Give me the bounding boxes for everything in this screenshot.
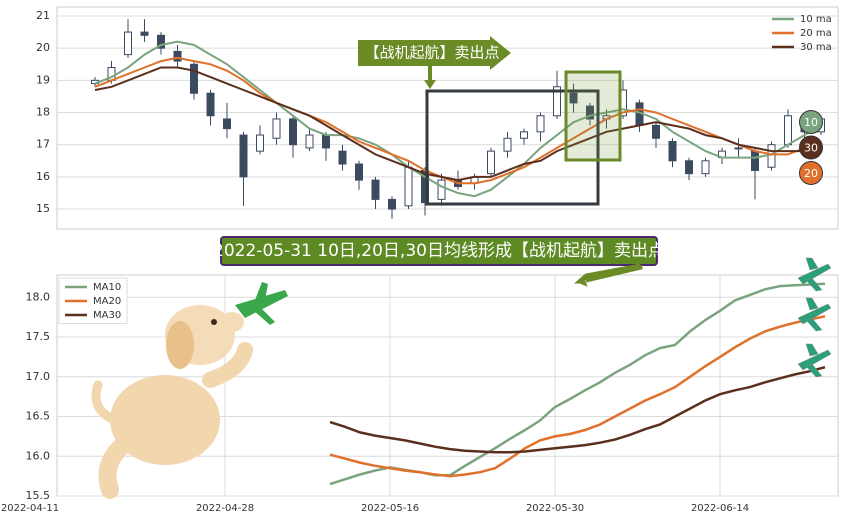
candle-body: [536, 115, 545, 133]
y-tick-label: 18.0: [26, 290, 51, 303]
candle-body: [586, 105, 594, 120]
signal-box: [564, 70, 622, 162]
y-tick-label: 19: [36, 73, 50, 86]
ma-line: [94, 40, 822, 198]
ma-badge: [799, 135, 823, 160]
candle-body: [668, 140, 677, 162]
candle-body: [223, 118, 231, 130]
legend-label: 20 ma: [800, 28, 832, 39]
y-tick-label: 21: [36, 9, 50, 22]
candle-body: [751, 150, 759, 171]
candle-body: [553, 86, 561, 117]
plane-icon: [797, 257, 832, 378]
candle-body: [503, 137, 512, 152]
candle-body: [767, 144, 776, 168]
candle-body: [239, 134, 248, 178]
ma-line: [94, 66, 822, 182]
candle-body: [124, 31, 132, 56]
candle-body: [305, 134, 314, 149]
banner-arrow: [574, 263, 643, 287]
candle-body: [487, 150, 495, 175]
candle-body: [338, 150, 347, 165]
x-tick-label: 2022-04-11: [1, 503, 59, 514]
y-tick-label: 15.5: [26, 489, 51, 502]
ma-line: [329, 315, 826, 478]
x-tick-label: 2022-04-28: [196, 503, 254, 514]
candle-body: [173, 50, 182, 62]
candle-body: [404, 166, 413, 207]
y-tick-label: 17.5: [26, 330, 51, 343]
legend-label: 30 ma: [800, 42, 832, 53]
x-tick-label: 2022-06-14: [691, 503, 749, 514]
candle-body: [371, 179, 380, 200]
candle-body: [140, 31, 149, 36]
candle-body: [520, 131, 528, 139]
candle-body: [322, 134, 330, 149]
y-tick-label: 20: [36, 41, 50, 54]
candle-body: [206, 92, 215, 117]
candle-body: [437, 179, 446, 200]
y-tick-label: 16.5: [26, 410, 51, 423]
candle-body: [272, 118, 281, 139]
dog-illustration: [91, 305, 253, 499]
candle-body: [685, 160, 693, 175]
ma-line: [329, 365, 826, 454]
ma-badge-label: 10: [804, 116, 818, 129]
candle-body: [289, 118, 297, 146]
annotation-text: 【战机起航】卖出点: [364, 44, 499, 62]
candle-body: [388, 198, 396, 210]
candle-body: [701, 160, 710, 175]
down-arrow: [424, 66, 436, 89]
y-tick-label: 16.0: [26, 449, 51, 462]
candle-body: [190, 63, 198, 94]
plane-icon: [235, 282, 288, 325]
legend-label: MA20: [93, 296, 121, 307]
legend-label: 10 ma: [800, 14, 832, 25]
x-tick-label: 2022-05-30: [526, 503, 584, 514]
y-tick-label: 17: [36, 138, 50, 151]
ma-badge: [799, 110, 823, 134]
candle-body: [734, 147, 743, 150]
ma-badge-label: 20: [804, 167, 818, 180]
banner-box: [220, 236, 658, 266]
legend-label: MA10: [93, 282, 121, 293]
y-tick-label: 16: [36, 170, 50, 183]
y-tick-label: 17.0: [26, 370, 51, 383]
ma-line: [94, 56, 822, 185]
x-tick-label: 2022-05-16: [361, 503, 419, 514]
annotation-arrow: [358, 36, 511, 70]
candle-body: [256, 134, 264, 152]
y-tick-label: 18: [36, 106, 50, 119]
candle-body: [355, 163, 363, 181]
candle-body: [157, 34, 165, 49]
y-tick-label: 15: [36, 202, 50, 215]
banner-text: 2022-05-31 10日,20日,30日均线形成【战机起航】卖出点: [213, 241, 665, 261]
candle-body: [784, 115, 792, 146]
ma-badge-label: 30: [804, 142, 818, 155]
ma-badge: [799, 161, 823, 185]
top-frame: [56, 6, 839, 230]
legend-label: MA30: [93, 310, 121, 321]
region-box: [425, 89, 600, 206]
candle-body: [652, 124, 660, 139]
candle-body: [569, 92, 578, 104]
